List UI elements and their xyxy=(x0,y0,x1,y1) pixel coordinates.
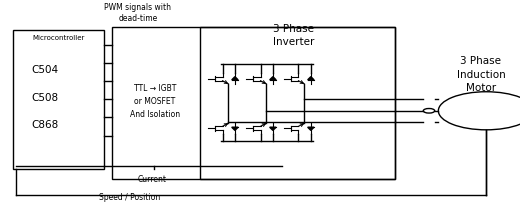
Text: Current: Current xyxy=(138,174,167,183)
Text: PWM signals with
dead-time: PWM signals with dead-time xyxy=(105,3,171,23)
Polygon shape xyxy=(270,128,276,131)
Polygon shape xyxy=(232,77,238,81)
Text: 3 Phase
Induction
Motor: 3 Phase Induction Motor xyxy=(457,56,505,92)
Text: TTL → IGBT
or MOSFET
And Isolation: TTL → IGBT or MOSFET And Isolation xyxy=(130,83,180,119)
Polygon shape xyxy=(270,77,276,81)
Polygon shape xyxy=(308,77,314,81)
Text: C504: C504 xyxy=(31,64,58,75)
Text: 3 Phase
Inverter: 3 Phase Inverter xyxy=(273,23,315,47)
Text: C868: C868 xyxy=(31,120,58,130)
Text: Speed / Position: Speed / Position xyxy=(99,192,160,201)
Text: Microcontroller: Microcontroller xyxy=(32,35,85,41)
Polygon shape xyxy=(308,128,314,131)
Text: C508: C508 xyxy=(31,92,58,102)
Polygon shape xyxy=(232,128,238,131)
